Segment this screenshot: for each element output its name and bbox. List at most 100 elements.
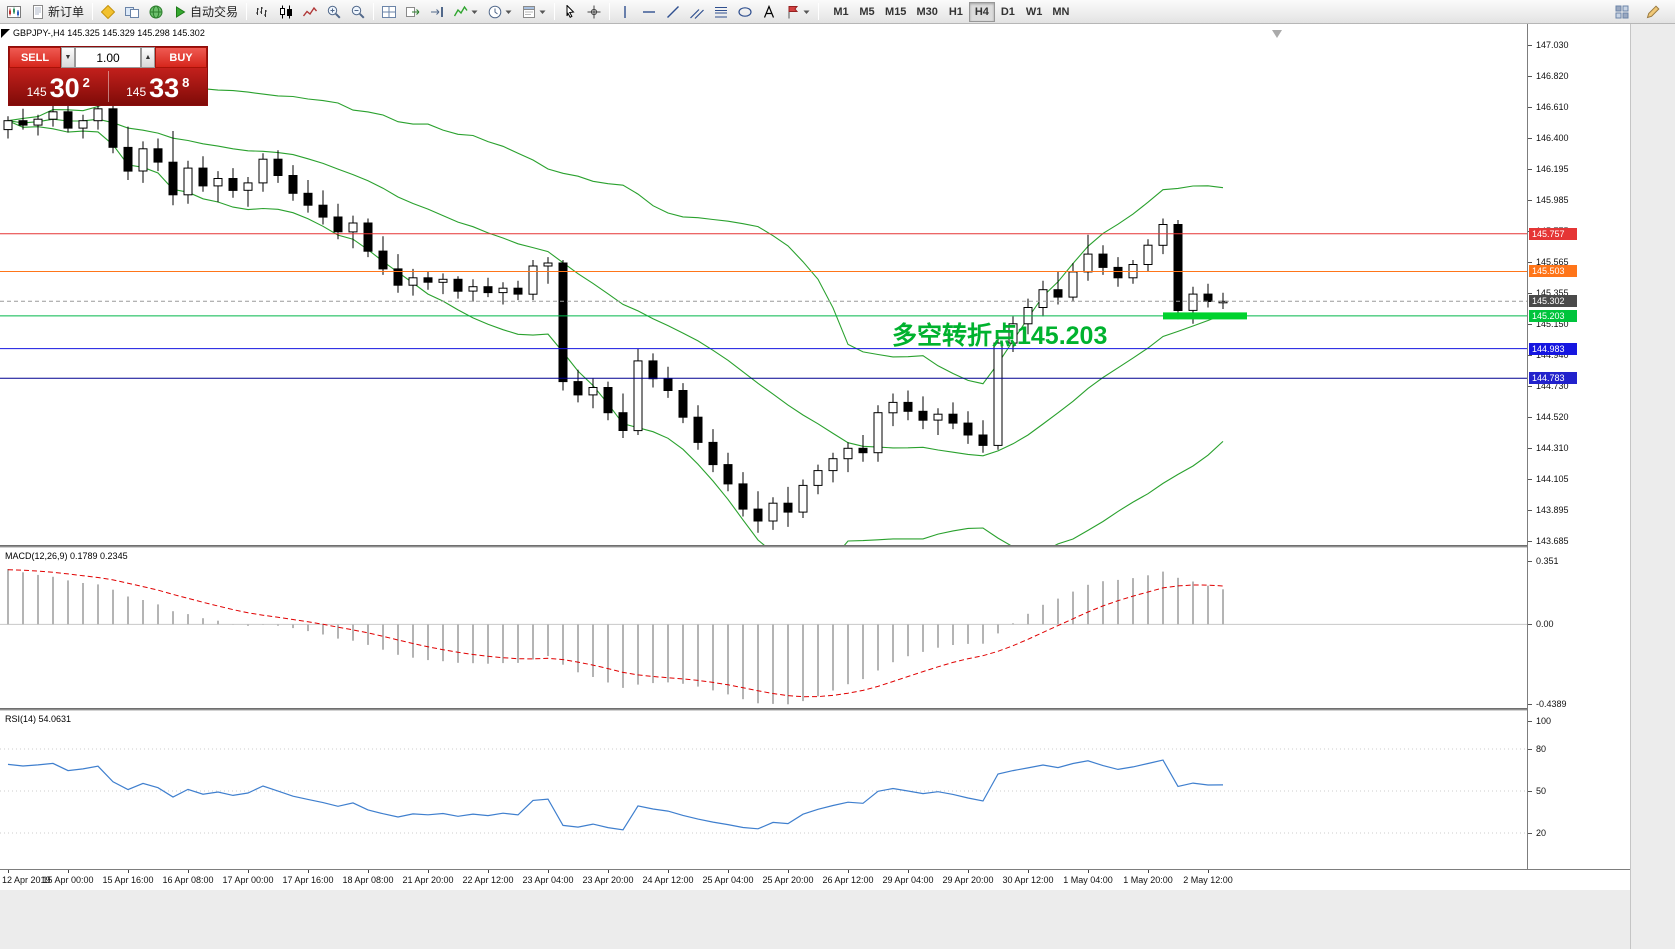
time-axis-label: 1 May 20:00: [1123, 875, 1173, 885]
time-axis-tick: [1208, 870, 1209, 873]
toolbar-templates-button[interactable]: [517, 1, 551, 22]
toolbar-market-watch-button[interactable]: [144, 1, 168, 22]
timeframe-mn-button[interactable]: MN: [1047, 2, 1074, 22]
toolbar-new-order-button[interactable]: 新订单: [26, 1, 89, 22]
play-icon: [173, 5, 187, 19]
chart-new-icon: [7, 5, 21, 19]
volume-down-button[interactable]: ▼: [61, 47, 75, 68]
price-axis-label: 144.940: [1536, 350, 1569, 360]
chevron-down-icon: [505, 5, 512, 19]
time-axis-tick: [188, 870, 189, 873]
toolbar-arrows-tool-button[interactable]: [781, 1, 815, 22]
text-icon: [762, 4, 776, 19]
chevron-down-icon: [471, 5, 478, 19]
toolbar-separator: [609, 3, 611, 20]
toolbar-toolbar-layout-button[interactable]: [1610, 1, 1634, 22]
time-axis-label: 17 Apr 00:00: [222, 875, 274, 885]
time-axis-tick: [548, 870, 549, 873]
time-axis-label: 2 May 12:00: [1183, 875, 1233, 885]
time-axis-label: 25 Apr 04:00: [702, 875, 754, 885]
timeframe-w1-button[interactable]: W1: [1021, 2, 1048, 22]
time-axis-label: 23 Apr 20:00: [582, 875, 634, 885]
toolbar-crosshair-tool-button[interactable]: [582, 1, 606, 22]
price-axis-label: 146.400: [1536, 133, 1569, 143]
toolbar-text-tool-button[interactable]: [757, 1, 781, 22]
toolbar-line-chart-mode-button[interactable]: [298, 1, 322, 22]
price-axis-label: 143.685: [1536, 536, 1569, 546]
toolbar-auto-scroll-button[interactable]: [401, 1, 425, 22]
price-axis[interactable]: 147.030 146.820 146.610 146.400 146.195 145.9…: [1528, 24, 1630, 869]
timeframe-h4-button[interactable]: H4: [968, 1, 995, 22]
price-axis-tick: [1528, 138, 1532, 139]
time-axis-tick: [788, 870, 789, 873]
sell-button[interactable]: SELL: [9, 47, 61, 68]
price-tag-145.203: 145.203: [1529, 310, 1577, 322]
price-tag-145.302: 145.302: [1529, 295, 1577, 307]
toolbar-mql5-signals-button[interactable]: [96, 1, 120, 22]
time-axis-label: 15 Apr 16:00: [102, 875, 154, 885]
chart-shift-marker: [1272, 30, 1282, 38]
toolbar-cursor-tool-button[interactable]: [558, 1, 582, 22]
price-axis-label: 145.565: [1536, 257, 1569, 267]
window-separator[interactable]: [0, 708, 1630, 711]
time-axis-label: 1 May 04:00: [1063, 875, 1113, 885]
macd-scale-label: 0.351: [1536, 556, 1559, 566]
macd-scale-label: -0.4389: [1536, 699, 1567, 709]
toolbar-shapes-tool-button[interactable]: [733, 1, 757, 22]
time-axis-tick: [1088, 870, 1089, 873]
time-axis-label: 24 Apr 12:00: [642, 875, 694, 885]
timeframe-m5-button[interactable]: M5: [854, 2, 880, 22]
toolbar-trendline-tool-button[interactable]: [661, 1, 685, 22]
toolbar-button-label: 新订单: [48, 5, 85, 19]
buy-price[interactable]: 145 33 8: [109, 68, 208, 105]
timeframe-m30-button[interactable]: M30: [911, 2, 942, 22]
volume-input[interactable]: [75, 47, 141, 68]
window-separator[interactable]: [0, 545, 1630, 548]
price-axis-tick: [1528, 324, 1532, 325]
macd-scale-tick: [1528, 624, 1532, 625]
macd-plot[interactable]: [0, 548, 1527, 708]
toolbar-bar-chart-mode-button[interactable]: [250, 1, 274, 22]
price-axis-label: 144.520: [1536, 412, 1569, 422]
timeframe-h1-button[interactable]: H1: [943, 2, 969, 22]
price-tag-145.757: 145.757: [1529, 228, 1577, 240]
toolbar-equidistant-channel-tool-button[interactable]: [685, 1, 709, 22]
toolbar-tile-windows-button[interactable]: [377, 1, 401, 22]
zoom-in-icon: [327, 5, 341, 19]
toolbar-fibonacci-tool-button[interactable]: [709, 1, 733, 22]
chevron-down-icon: [803, 5, 810, 19]
toolbar-new-chart-button[interactable]: [2, 1, 26, 22]
template-icon: [522, 5, 536, 19]
toolbar-periods-button[interactable]: [483, 1, 517, 22]
toolbar-autotrading-button[interactable]: 自动交易: [168, 1, 243, 22]
time-axis-label: 16 Apr 08:00: [162, 875, 214, 885]
price-axis-label: 146.610: [1536, 102, 1569, 112]
price-axis-tick: [1528, 293, 1532, 294]
toolbar-vertical-line-tool-button[interactable]: [613, 1, 637, 22]
toolbar-chart-shift-button[interactable]: [425, 1, 449, 22]
toolbar-button-label: 自动交易: [190, 5, 239, 19]
buy-price-prefix: 145: [126, 85, 147, 99]
toolbar-separator: [818, 3, 820, 20]
time-axis[interactable]: 12 Apr 2019 15 Apr 00:00 15 Apr 16:00 16 Ap…: [0, 870, 1630, 890]
toolbar-indicators-list-button[interactable]: [449, 1, 483, 22]
time-axis-label: 12 Apr 2019: [2, 875, 51, 885]
timeframe-m1-button[interactable]: M1: [828, 2, 854, 22]
rsi-plot[interactable]: [0, 711, 1527, 869]
time-axis-tick: [968, 870, 969, 873]
sell-price[interactable]: 145 30 2: [9, 68, 108, 105]
timeframe-m15-button[interactable]: M15: [880, 2, 911, 22]
volume-up-button[interactable]: ▲: [141, 47, 155, 68]
toolbar-zoom-in-button[interactable]: [322, 1, 346, 22]
toolbar-candlestick-mode-button[interactable]: [274, 1, 298, 22]
price-chart-plot[interactable]: [0, 24, 1527, 545]
buy-button[interactable]: BUY: [155, 47, 207, 68]
buy-price-sup: 8: [182, 75, 190, 90]
rsi-scale-label: 50: [1536, 786, 1547, 796]
toolbar-zoom-out-button[interactable]: [346, 1, 370, 22]
macd-scale-tick: [1528, 704, 1532, 705]
toolbar-profiles-button[interactable]: [120, 1, 144, 22]
toolbar-horizontal-line-tool-button[interactable]: [637, 1, 661, 22]
timeframe-d1-button[interactable]: D1: [995, 2, 1021, 22]
toolbar-toolbar-customize-button[interactable]: [1641, 1, 1665, 22]
